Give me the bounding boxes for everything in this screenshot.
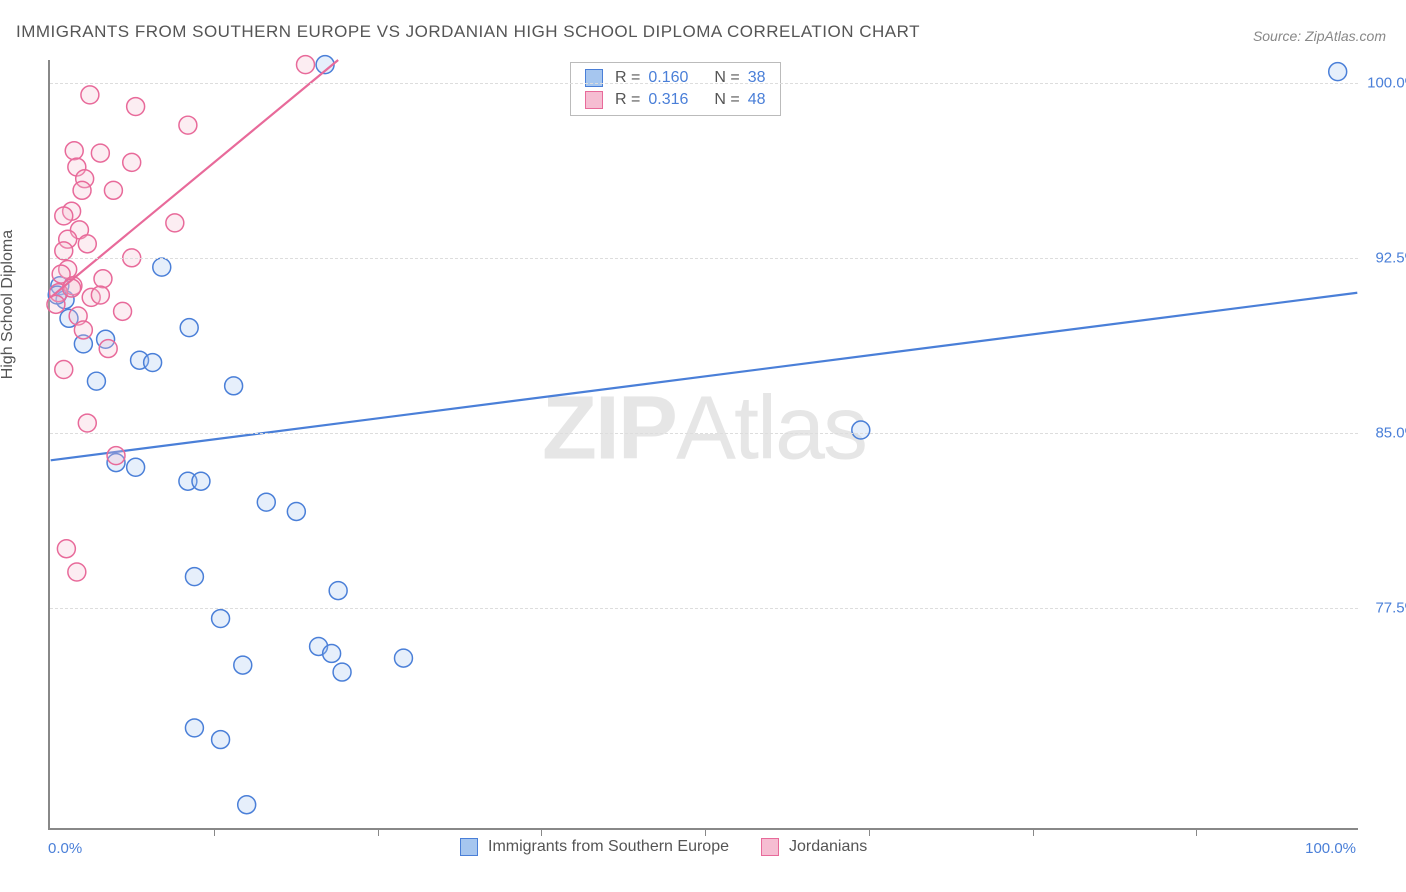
x-tick <box>1033 828 1034 836</box>
y-axis-title: High School Diploma <box>0 230 17 379</box>
legend-series-label: Jordanians <box>789 838 867 856</box>
gridline-h <box>50 83 1358 84</box>
scatter-point <box>329 582 347 600</box>
legend-r-value: 0.316 <box>648 91 688 109</box>
scatter-point <box>74 321 92 339</box>
legend-n-label: N = <box>714 91 739 109</box>
scatter-point <box>297 56 315 74</box>
scatter-point <box>47 295 65 313</box>
legend-stats: R =0.160N =38 R = 0.316 N = 48 <box>570 62 781 116</box>
y-tick-label: 85.0% <box>1363 425 1406 442</box>
legend-n-value: 48 <box>748 91 766 109</box>
plot-area: ZIPAtlas R =0.160N =38R =0.316N =48 77.5… <box>48 60 1358 830</box>
scatter-point <box>127 458 145 476</box>
scatter-point <box>192 472 210 490</box>
scatter-point <box>63 279 81 297</box>
scatter-point <box>91 286 109 304</box>
scatter-point <box>91 144 109 162</box>
scatter-point <box>166 214 184 232</box>
x-tick <box>869 828 870 836</box>
x-tick <box>541 828 542 836</box>
legend-series-label: Immigrants from Southern Europe <box>488 838 729 856</box>
scatter-point <box>55 242 73 260</box>
legend-swatch <box>761 838 779 856</box>
gridline-h <box>50 433 1358 434</box>
legend-r-label: R = <box>615 91 640 109</box>
scatter-point <box>99 340 117 358</box>
scatter-point <box>55 207 73 225</box>
scatter-point <box>114 302 132 320</box>
scatter-point <box>55 361 73 379</box>
scatter-point <box>1329 63 1347 81</box>
legend-series: Immigrants from Southern Europe Jordanian… <box>460 838 889 856</box>
scatter-point <box>212 731 230 749</box>
legend-swatch <box>460 838 478 856</box>
legend-swatch <box>585 91 603 109</box>
correlation-chart: IMMIGRANTS FROM SOUTHERN EUROPE VS JORDA… <box>0 0 1406 892</box>
scatter-point <box>180 319 198 337</box>
scatter-point <box>238 796 256 814</box>
scatter-point <box>153 258 171 276</box>
chart-title: IMMIGRANTS FROM SOUTHERN EUROPE VS JORDA… <box>16 22 920 42</box>
x-tick <box>1196 828 1197 836</box>
scatter-point <box>225 377 243 395</box>
scatter-point <box>104 181 122 199</box>
scatter-point <box>57 540 75 558</box>
scatter-point <box>107 447 125 465</box>
scatter-point <box>234 656 252 674</box>
trend-line <box>51 293 1358 461</box>
x-tick <box>214 828 215 836</box>
scatter-svg <box>50 60 1358 828</box>
scatter-point <box>65 142 83 160</box>
scatter-point <box>257 493 275 511</box>
source-attribution: Source: ZipAtlas.com <box>1253 28 1386 44</box>
y-tick-label: 92.5% <box>1363 250 1406 267</box>
y-tick-label: 77.5% <box>1363 600 1406 617</box>
y-tick-label: 100.0% <box>1363 75 1406 92</box>
scatter-point <box>185 568 203 586</box>
legend-stats-row: R =0.160N =38 <box>585 67 766 89</box>
scatter-point <box>78 414 96 432</box>
scatter-point <box>144 354 162 372</box>
scatter-point <box>68 563 86 581</box>
x-tick <box>378 828 379 836</box>
scatter-point <box>73 181 91 199</box>
scatter-point <box>78 235 96 253</box>
scatter-point <box>123 153 141 171</box>
scatter-point <box>287 503 305 521</box>
scatter-point <box>212 610 230 628</box>
scatter-point <box>185 719 203 737</box>
x-tick <box>705 828 706 836</box>
scatter-point <box>323 644 341 662</box>
scatter-point <box>179 116 197 134</box>
scatter-point <box>81 86 99 104</box>
gridline-h <box>50 608 1358 609</box>
x-axis-min-label: 0.0% <box>48 840 82 857</box>
scatter-point <box>333 663 351 681</box>
gridline-h <box>50 258 1358 259</box>
scatter-point <box>852 421 870 439</box>
scatter-point <box>395 649 413 667</box>
scatter-point <box>87 372 105 390</box>
x-axis-max-label: 100.0% <box>1305 840 1356 857</box>
scatter-point <box>127 98 145 116</box>
scatter-point <box>94 270 112 288</box>
legend-stats-row: R = 0.316 N = 48 <box>585 89 766 111</box>
